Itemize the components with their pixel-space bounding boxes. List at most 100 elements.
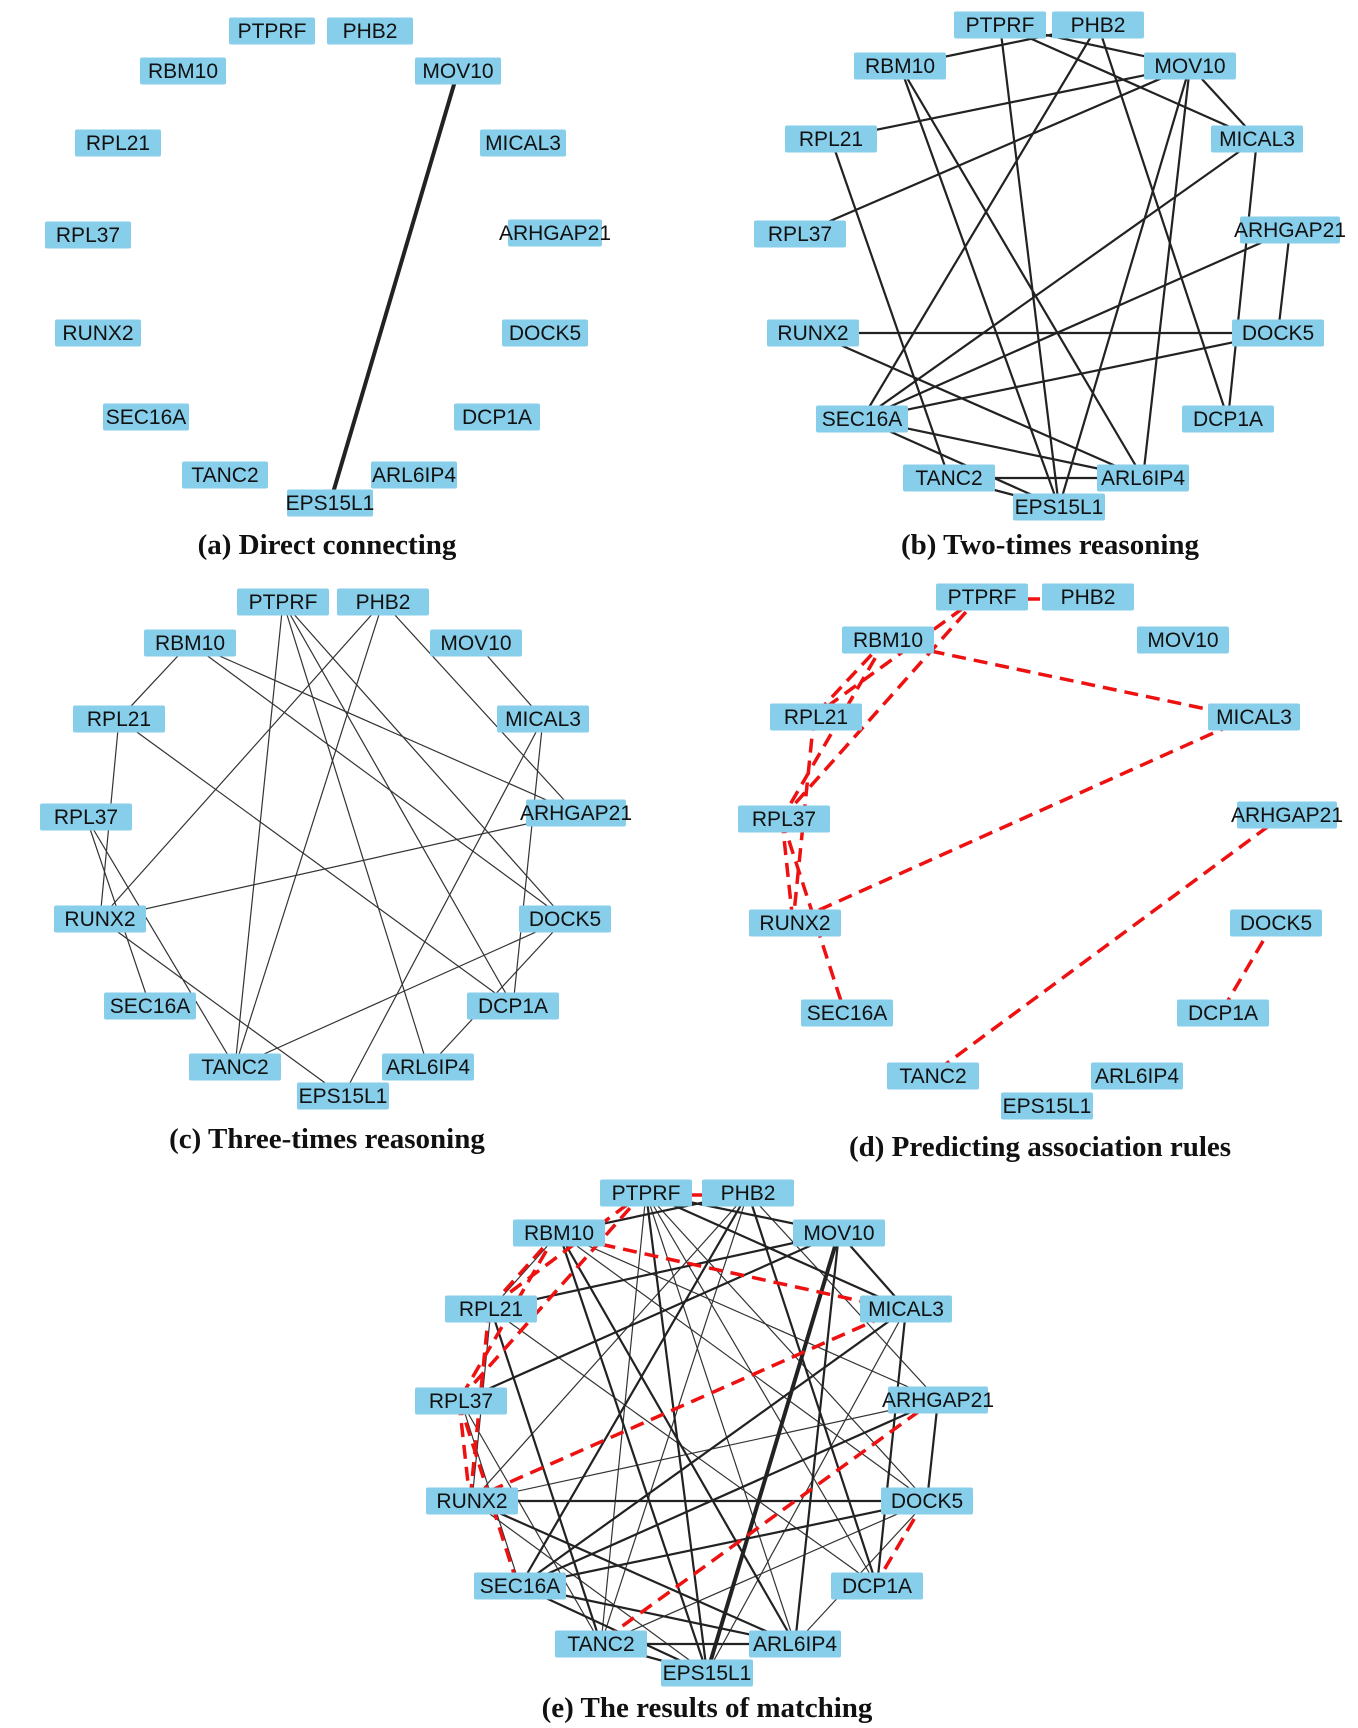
node-box (144, 629, 236, 657)
node-box (854, 52, 946, 80)
node-label: RBM10 (865, 55, 935, 78)
node-label: DOCK5 (529, 908, 601, 931)
node-box (793, 1219, 885, 1247)
node-label: MICAL3 (868, 1298, 944, 1321)
edge-runx2-eps15l1 (99, 918, 344, 1097)
node-label: RUNX2 (777, 322, 848, 345)
node-arhgap21: ARHGAP21 (882, 1386, 994, 1414)
node-label: ARHGAP21 (1234, 219, 1346, 242)
panel-c-edges (85, 601, 577, 1097)
node-label: PHB2 (1071, 14, 1126, 37)
node-box (474, 1572, 566, 1600)
node-label: PTPRF (948, 586, 1017, 609)
edge-rbm10-dock5 (558, 1232, 928, 1502)
node-box (182, 461, 268, 489)
node-box (229, 17, 315, 45)
node-box (887, 1062, 979, 1090)
panel-a: PTPRF PHB2 MOV10 MICAL3 ARHGAP21 DOCK5 DCP1A AR… (45, 17, 611, 561)
node-label: PTPRF (249, 591, 318, 614)
node-box (103, 403, 189, 431)
node-tanc2: TANC2 (887, 1062, 979, 1090)
node-label: SEC16A (110, 995, 191, 1018)
edge-mical3-sec16a (519, 1308, 907, 1587)
edge-mov10-rpl21 (830, 64, 1191, 141)
node-label: EPS15L1 (286, 492, 375, 515)
edge-phb2-runx2 (471, 1192, 749, 1502)
predicted-edge-arhgap21-tanc2 (930, 811, 1287, 1076)
node-rpl37: RPL37 (45, 221, 131, 249)
node-mical3: MICAL3 (1211, 125, 1303, 153)
node-mical3: MICAL3 (1208, 703, 1300, 731)
node-dcp1a: DCP1A (1182, 405, 1274, 433)
node-box (445, 1295, 537, 1323)
edge-arhgap21-runx2 (99, 812, 577, 920)
node-box (1097, 464, 1189, 492)
node-rbm10: RBM10 (513, 1219, 605, 1247)
node-phb2: PHB2 (1052, 11, 1144, 39)
edge-mov10-arl6ip4 (793, 1232, 841, 1645)
node-label: MICAL3 (1216, 706, 1292, 729)
node-label: RPL37 (768, 223, 832, 246)
node-box (327, 17, 413, 45)
node-label: TANC2 (915, 467, 982, 490)
node-label: DOCK5 (509, 322, 581, 345)
node-box (497, 705, 589, 733)
panel-d: PTPRF PHB2 MOV10 MICAL3 ARHGAP21 DOCK5 DCP1A AR… (738, 583, 1343, 1163)
predicted-edge-ptprf-rpl37 (781, 594, 982, 819)
node-label: MICAL3 (485, 132, 561, 155)
node-rpl37: RPL37 (738, 805, 830, 833)
node-box (936, 583, 1028, 611)
node-box (801, 999, 893, 1027)
node-arl6ip4: ARL6IP4 (749, 1630, 841, 1658)
edge-mical3-sec16a (861, 138, 1258, 420)
node-tanc2: TANC2 (555, 1630, 647, 1658)
node-label: RPL37 (56, 224, 120, 247)
node-box (140, 57, 226, 85)
predicted-edge-rbm10-rpl21 (488, 1230, 559, 1309)
edge-arhgap21-dock5 (1276, 229, 1292, 334)
node-rpl37: RPL37 (40, 803, 132, 831)
node-runx2: RUNX2 (749, 909, 841, 937)
edge-mical3-dcp1a (875, 1308, 908, 1587)
node-label: PHB2 (356, 591, 411, 614)
node-rpl37: RPL37 (754, 220, 846, 248)
predicted-edge-rbm10-mical3 (887, 640, 1254, 721)
predicted-edge-rbm10-mical3 (558, 1233, 906, 1313)
node-box (1042, 583, 1134, 611)
node-label: ARHGAP21 (520, 802, 632, 825)
panel-d-caption: (d) Predicting association rules (849, 1131, 1231, 1163)
node-label: RPL37 (54, 806, 118, 829)
edge-phb2-arhgap21 (382, 601, 577, 814)
node-box (454, 403, 540, 431)
edge-mov10-rpl37 (799, 64, 1191, 236)
node-label: RPL37 (429, 1390, 493, 1413)
node-box (1091, 1062, 1183, 1090)
edge-ptprf-dock5 (645, 1192, 928, 1502)
panel-e: PTPRF PHB2 MOV10 MICAL3 ARHGAP21 DOCK5 DCP1A AR… (415, 1179, 994, 1724)
edge-arhgap21-dock5 (925, 1399, 940, 1502)
edge-ptprf-eps15l1 (998, 24, 1061, 508)
node-label: SEC16A (822, 408, 903, 431)
node-box (502, 319, 588, 347)
predicted-edge-ptprf-rpl37 (458, 1190, 646, 1401)
node-ptprf: PTPRF (229, 17, 315, 45)
node-label: ARL6IP4 (753, 1633, 837, 1656)
node-ptprf: PTPRF (600, 1179, 692, 1207)
node-eps15l1: EPS15L1 (1013, 493, 1105, 521)
node-mical3: MICAL3 (860, 1295, 952, 1323)
node-label: SEC16A (807, 1002, 888, 1025)
node-phb2: PHB2 (327, 17, 413, 45)
node-dock5: DOCK5 (1230, 909, 1322, 937)
panel-c-nodes: PTPRF PHB2 MOV10 MICAL3 ARHGAP21 DOCK5 DCP1A AR… (40, 588, 632, 1110)
predicted-edge-ptprf-rpl21 (488, 1189, 646, 1309)
node-box (702, 1179, 794, 1207)
node-dcp1a: DCP1A (831, 1572, 923, 1600)
panel-d-nodes: PTPRF PHB2 MOV10 MICAL3 ARHGAP21 DOCK5 DCP1A AR… (738, 583, 1343, 1120)
node-box (749, 909, 841, 937)
edge-mov10-arl6ip4 (1141, 65, 1192, 479)
node-box (382, 1053, 474, 1081)
predicted-edge-rpl37-runx2 (780, 819, 795, 924)
edge-ptprf-dcp1a (645, 1192, 878, 1587)
node-box (903, 464, 995, 492)
edge-rpl21-dcp1a (490, 1308, 878, 1587)
